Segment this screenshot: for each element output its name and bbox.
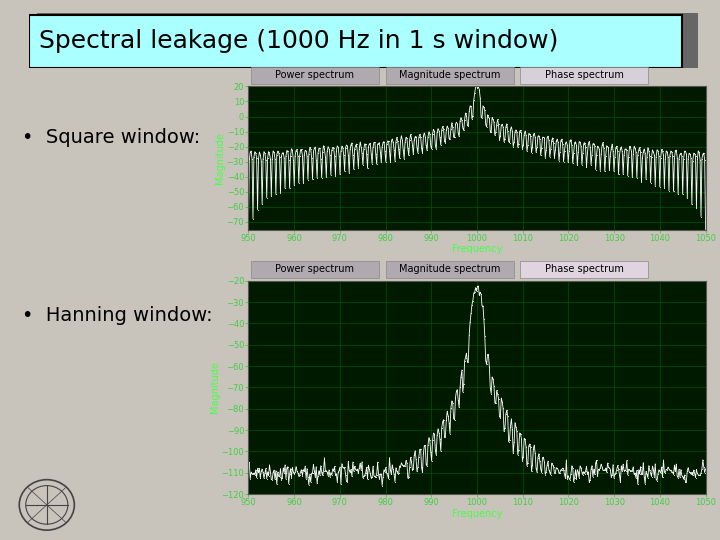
Text: Phase spectrum: Phase spectrum xyxy=(545,264,624,274)
Text: Spectral leakage (1000 Hz in 1 s window): Spectral leakage (1000 Hz in 1 s window) xyxy=(39,29,558,53)
Text: Magnitude spectrum: Magnitude spectrum xyxy=(399,70,500,79)
Text: Power spectrum: Power spectrum xyxy=(275,264,354,274)
Bar xyxy=(251,67,379,84)
Bar xyxy=(251,261,379,278)
Text: Phase spectrum: Phase spectrum xyxy=(545,70,624,79)
Y-axis label: Magnitude: Magnitude xyxy=(210,361,220,414)
Text: •  Hanning window:: • Hanning window: xyxy=(22,306,212,326)
Text: •  Square window:: • Square window: xyxy=(22,128,200,147)
X-axis label: Frequency: Frequency xyxy=(452,244,502,254)
Text: Power spectrum: Power spectrum xyxy=(275,70,354,79)
FancyBboxPatch shape xyxy=(29,15,682,68)
Y-axis label: Magnitude: Magnitude xyxy=(215,132,225,184)
Bar xyxy=(386,261,513,278)
Bar xyxy=(521,261,649,278)
Bar xyxy=(521,67,649,84)
X-axis label: Frequency: Frequency xyxy=(452,509,502,518)
Text: Magnitude spectrum: Magnitude spectrum xyxy=(399,264,500,274)
Bar xyxy=(386,67,513,84)
FancyBboxPatch shape xyxy=(37,12,698,72)
